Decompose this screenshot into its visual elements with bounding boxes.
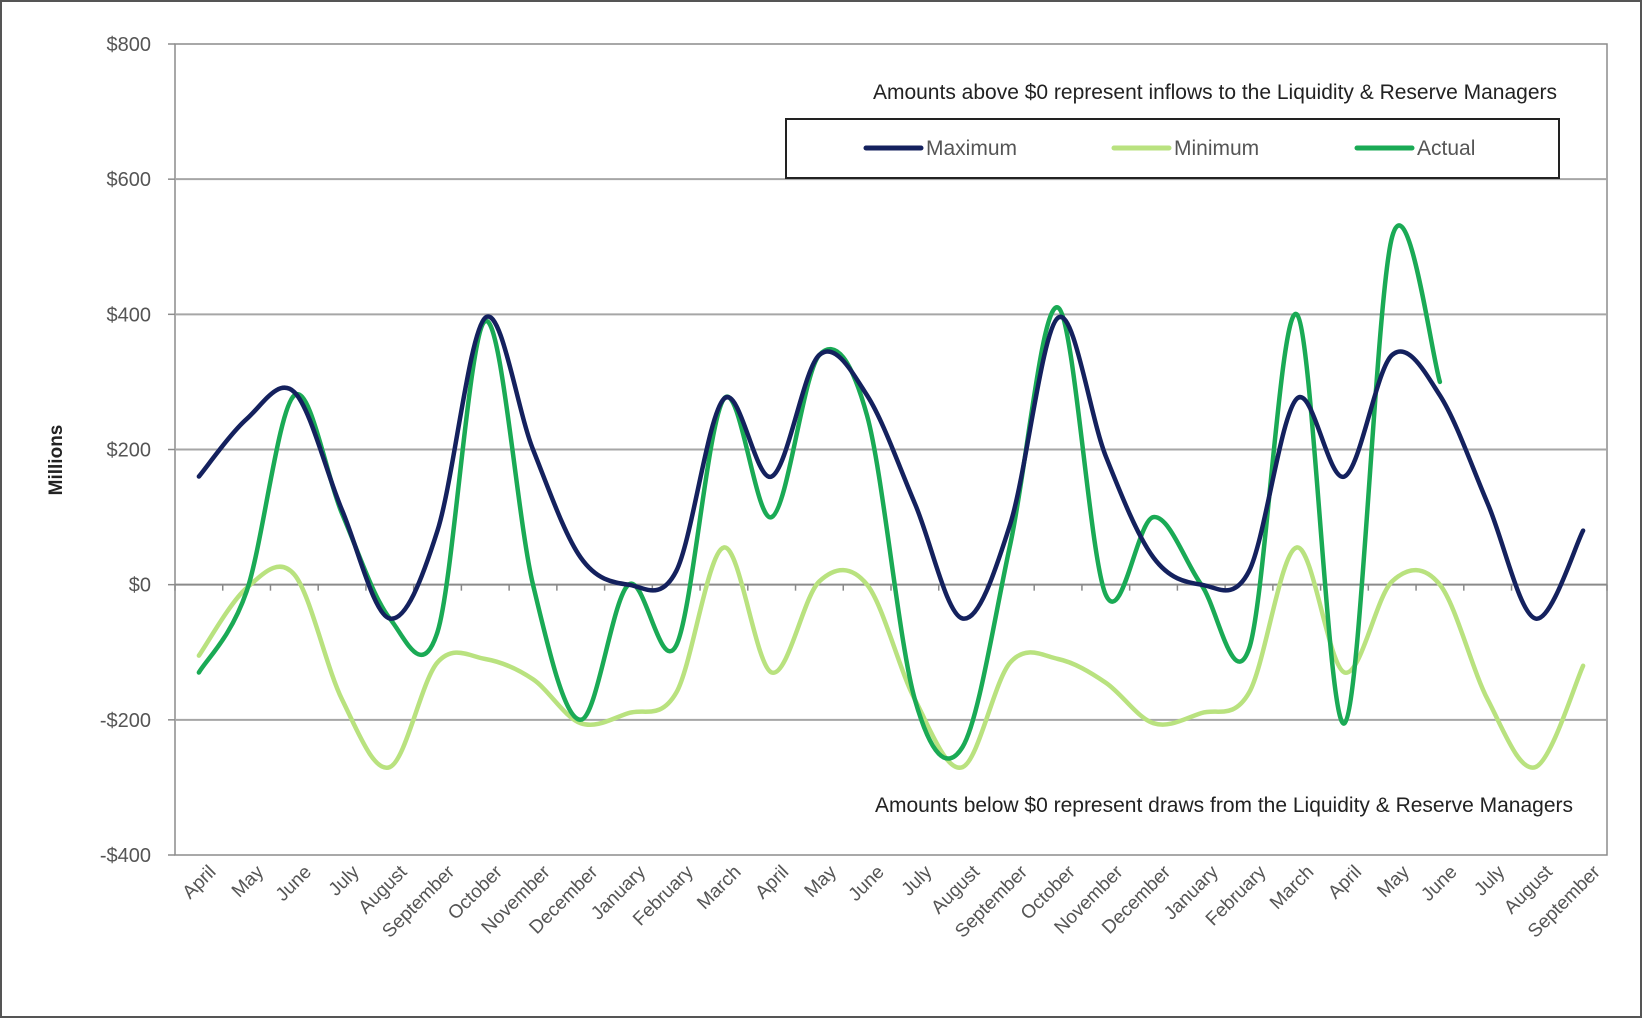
y-tick-label: -$200 xyxy=(100,710,151,732)
series-lines xyxy=(196,223,1586,770)
legend-label-actual: Actual xyxy=(1417,137,1475,160)
y-tick-label: $0 xyxy=(129,575,151,597)
series-line-maximum xyxy=(196,314,1586,621)
y-tick-label: $600 xyxy=(107,169,152,191)
y-tick-label: $400 xyxy=(107,304,152,326)
y-axis-title: Millions xyxy=(46,425,67,496)
annotation-inflows: Amounts above $0 represent inflows to th… xyxy=(873,81,1557,104)
legend-label-minimum: Minimum xyxy=(1174,137,1259,160)
legend-label-maximum: Maximum xyxy=(926,137,1017,160)
y-tick-label: $200 xyxy=(107,440,152,462)
legend: Maximum Minimum Actual xyxy=(785,118,1560,179)
annotation-draws: Amounts below $0 represent draws from th… xyxy=(875,794,1573,817)
series-line-actual xyxy=(196,223,1443,761)
y-tick-label: $800 xyxy=(107,34,152,56)
y-tick-label: -$400 xyxy=(100,845,151,867)
